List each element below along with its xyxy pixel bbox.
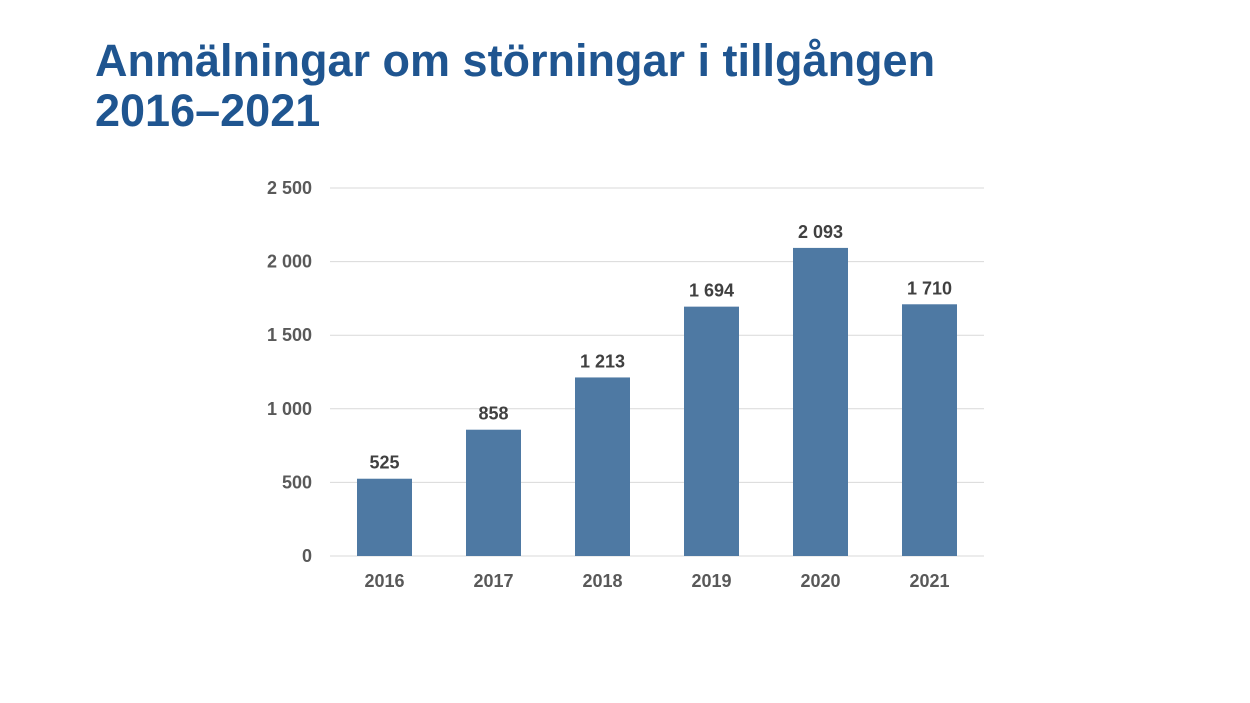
data-label-2016: 525 bbox=[369, 453, 399, 473]
y-tick-label: 2 500 bbox=[267, 178, 312, 198]
x-axis-categories: 2016 2017 2018 2019 2020 2021 bbox=[364, 571, 949, 591]
y-tick-label: 2 000 bbox=[267, 252, 312, 272]
bars bbox=[357, 247, 957, 556]
bar-2020 bbox=[793, 247, 848, 556]
x-category-label: 2019 bbox=[691, 571, 731, 591]
x-category-label: 2020 bbox=[800, 571, 840, 591]
bar-2021 bbox=[902, 304, 957, 556]
y-axis-ticks: 0 500 1 000 1 500 2 000 2 500 bbox=[267, 178, 312, 566]
data-labels: 525 858 1 213 1 694 2 093 1 710 bbox=[369, 222, 952, 473]
y-tick-label: 0 bbox=[302, 546, 312, 566]
data-label-2021: 1 710 bbox=[907, 278, 952, 298]
x-category-label: 2017 bbox=[473, 571, 513, 591]
data-label-2018: 1 213 bbox=[580, 351, 625, 371]
bar-2019 bbox=[684, 306, 739, 556]
x-category-label: 2016 bbox=[364, 571, 404, 591]
bar-2018 bbox=[575, 377, 630, 556]
title-line-1: Anmälningar om störningar i tillgången bbox=[95, 35, 936, 86]
x-category-label: 2021 bbox=[909, 571, 949, 591]
y-tick-label: 1 000 bbox=[267, 399, 312, 419]
data-label-2020: 2 093 bbox=[798, 222, 843, 242]
bar-2017 bbox=[466, 429, 521, 556]
data-label-2017: 858 bbox=[478, 404, 508, 424]
x-category-label: 2018 bbox=[582, 571, 622, 591]
gridlines bbox=[330, 187, 984, 557]
y-tick-label: 1 500 bbox=[267, 325, 312, 345]
y-tick-label: 500 bbox=[282, 472, 312, 492]
slide-title: Anmälningar om störningar i tillgången 2… bbox=[95, 36, 1195, 136]
bar-2016 bbox=[357, 478, 412, 556]
title-line-2: 2016–2021 bbox=[95, 85, 321, 136]
data-label-2019: 1 694 bbox=[689, 281, 734, 301]
